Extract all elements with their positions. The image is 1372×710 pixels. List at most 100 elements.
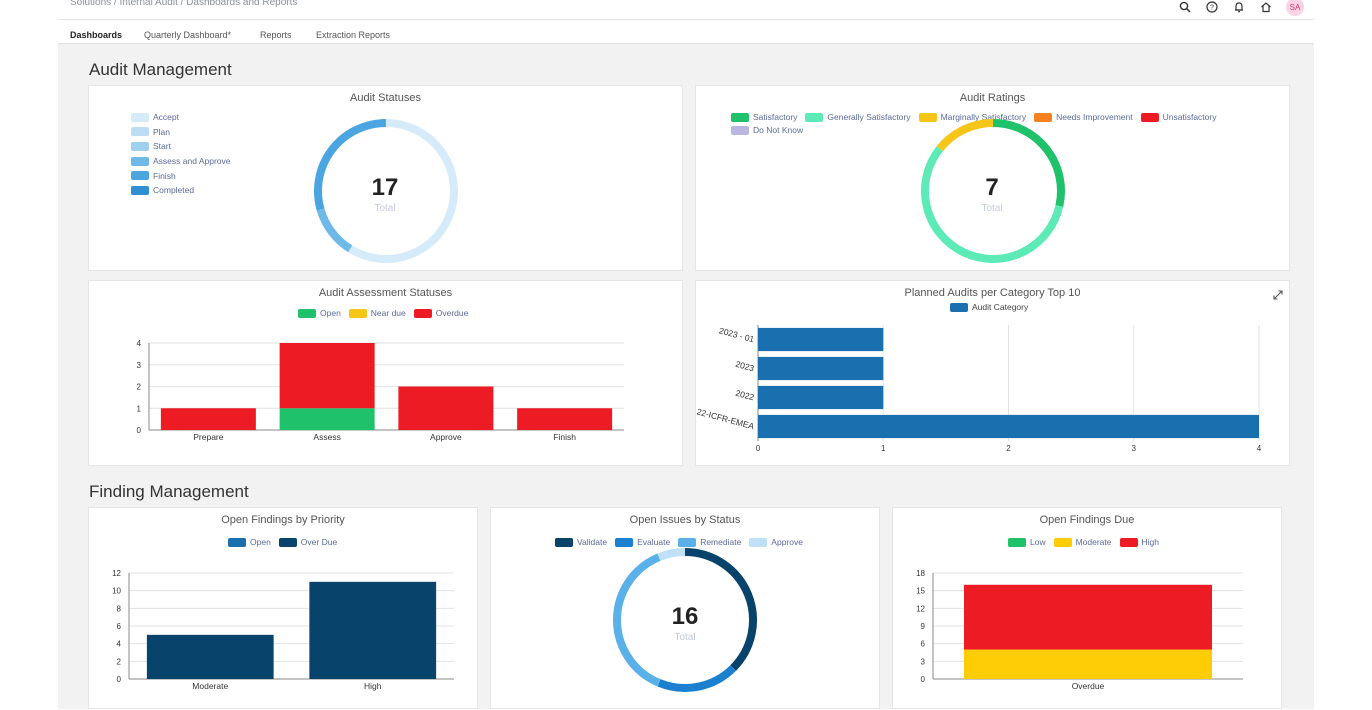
y-tick-label: 12 xyxy=(916,604,925,613)
audit-assessment-chart: 0 1 2 3 4 Prepare Assess Approve Finish xyxy=(137,339,624,442)
tab-extraction-reports[interactable]: Extraction Reports xyxy=(316,30,391,40)
legend-swatch xyxy=(131,171,149,181)
bar xyxy=(517,408,613,430)
y-tick-label: 2 xyxy=(117,657,122,666)
legend-item[interactable]: Needs Improvement xyxy=(1034,112,1133,122)
card-title: Audit Ratings xyxy=(959,92,1026,104)
tab-dashboards[interactable]: Dashboards xyxy=(70,30,123,40)
legend-item[interactable]: Low xyxy=(1008,537,1046,547)
bar xyxy=(964,649,1212,679)
x-tick-label: Approve xyxy=(430,432,462,442)
legend-swatch xyxy=(749,537,768,547)
legend-swatch xyxy=(413,308,432,318)
legend-swatch xyxy=(805,112,824,122)
legend-item[interactable]: Approve xyxy=(749,537,803,547)
y-tick-label: 12 xyxy=(112,569,121,578)
legend-swatch xyxy=(228,537,246,547)
legend-swatch xyxy=(131,127,149,137)
legend-item[interactable]: Assess and Approve xyxy=(131,154,231,169)
card-title: Audit Statuses xyxy=(350,92,421,104)
legend-item[interactable]: Generally Satisfactory xyxy=(805,112,911,122)
legend-item[interactable]: Marginally Satisfactory xyxy=(918,112,1026,122)
legend-item[interactable]: Overdue xyxy=(413,308,468,318)
donut-segment xyxy=(657,548,686,561)
donut-segment xyxy=(921,146,1064,263)
y-tick-label: 6 xyxy=(921,640,926,649)
y-tick-label: 2023 xyxy=(734,359,755,374)
avatar[interactable]: SA xyxy=(1286,0,1304,16)
donut-segment xyxy=(657,665,736,692)
bar xyxy=(964,584,1212,650)
legend-item[interactable]: Open xyxy=(298,308,341,318)
x-tick-label: 1 xyxy=(881,444,886,453)
home-icon[interactable] xyxy=(1259,0,1273,14)
search-icon[interactable] xyxy=(1178,0,1192,14)
section-audit-management: Audit Management xyxy=(89,60,232,79)
x-tick-label: 3 xyxy=(1132,444,1137,453)
svg-text:?: ? xyxy=(1210,5,1214,12)
donut-segment xyxy=(992,119,1065,207)
legend-item[interactable]: Evaluate xyxy=(615,537,670,547)
legend-swatch xyxy=(131,112,149,122)
audit-ratings-donut xyxy=(921,119,1065,263)
donut-segment xyxy=(684,548,757,671)
y-tick-label: 4 xyxy=(137,339,142,348)
legend-item[interactable]: Completed xyxy=(131,183,231,198)
bar xyxy=(758,385,884,410)
bar xyxy=(279,343,375,409)
legend-item[interactable]: High xyxy=(1119,537,1159,547)
legend-item[interactable]: Over Due xyxy=(278,537,337,547)
x-tick-label: Assess xyxy=(313,432,340,442)
section-finding-management: Finding Management xyxy=(89,482,249,501)
audit-ratings-card: Audit Ratings Satisfactory Generally Sat… xyxy=(695,85,1290,271)
donut-center-value: 17 xyxy=(371,174,399,201)
legend-item[interactable]: Finish xyxy=(131,168,231,183)
audit-statuses-donut xyxy=(314,119,458,263)
donut-center-label: Total xyxy=(674,632,696,643)
legend-item[interactable]: Plan xyxy=(131,125,231,140)
donut-segment xyxy=(613,553,661,687)
chart-legend: Audit Category xyxy=(950,302,1028,312)
card-title: Audit Assessment Statuses xyxy=(318,287,453,299)
help-icon[interactable]: ? xyxy=(1205,0,1219,14)
legend-item[interactable]: Open xyxy=(228,537,271,547)
tab-bar: Dashboards Quarterly Dashboard* Reports … xyxy=(58,20,1314,44)
legend-item[interactable]: Accept xyxy=(131,110,231,125)
legend-item[interactable]: Validate xyxy=(555,537,607,547)
donut-center-value: 16 xyxy=(671,603,699,630)
tab-quarterly-dashboard[interactable]: Quarterly Dashboard* xyxy=(144,30,232,40)
legend-item[interactable]: Do Not Know xyxy=(731,125,803,135)
x-tick-label: 4 xyxy=(1257,444,1262,453)
y-tick-label: 4 xyxy=(117,640,122,649)
donut-segment xyxy=(936,119,994,152)
bar xyxy=(279,408,375,430)
legend-item[interactable]: Satisfactory xyxy=(731,112,797,122)
legend-item[interactable]: Remediate xyxy=(678,537,741,547)
bell-icon[interactable] xyxy=(1232,0,1246,14)
legend-item[interactable]: Unsatisfactory xyxy=(1140,112,1216,122)
legend-item[interactable]: Start xyxy=(131,139,231,154)
chart-legend: Open Near due Overdue xyxy=(298,308,468,318)
bar xyxy=(758,327,884,352)
y-tick-label: 9 xyxy=(921,622,926,631)
y-tick-label: 15 xyxy=(916,587,925,596)
y-tick-label: 6 xyxy=(117,622,122,631)
expand-icon[interactable] xyxy=(1273,287,1283,305)
chart-legend: Satisfactory Generally Satisfactory Marg… xyxy=(731,112,1271,135)
y-tick-label: 8 xyxy=(117,604,122,613)
chart-legend: Accept Plan Start Assess and Approve Fin… xyxy=(131,110,231,198)
top-bar: Solutions / Internal Audit / Dashboards … xyxy=(58,0,1314,20)
legend-swatch xyxy=(1140,112,1159,122)
planned-audits-card: Planned Audits per Category Top 10 Audit… xyxy=(695,280,1290,466)
x-tick-label: 2 xyxy=(1006,444,1011,453)
bar xyxy=(309,581,437,679)
donut-center-value: 7 xyxy=(985,174,999,201)
open-findings-priority-card: Open Findings by Priority Open Over Due … xyxy=(88,507,478,709)
legend-item[interactable]: Near due xyxy=(348,308,406,318)
top-icons: ? SA xyxy=(1178,0,1304,16)
tab-reports[interactable]: Reports xyxy=(260,30,292,40)
legend-item[interactable]: Audit Category xyxy=(950,302,1028,312)
card-title: Open Findings by Priority xyxy=(221,514,345,526)
legend-item[interactable]: Moderate xyxy=(1053,537,1112,547)
bar xyxy=(160,408,256,430)
